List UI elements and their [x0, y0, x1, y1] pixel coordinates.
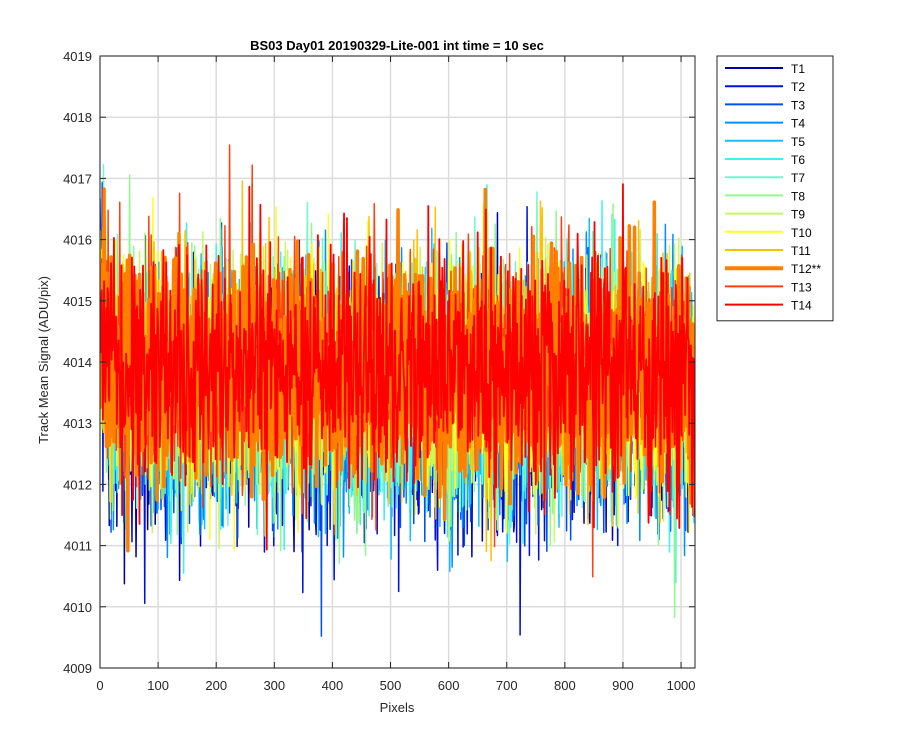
plot-area: 0 100 200 300 400 500 600 700 800 900 1000 4009 401… — [63, 49, 695, 693]
series-lines — [100, 144, 695, 637]
y-tick-label: 4018 — [63, 110, 92, 125]
y-tick-label: 4010 — [63, 600, 92, 615]
chart-title: BS03 Day01 20190329-Lite-001 int time = … — [250, 38, 544, 53]
legend-label: T2 — [791, 80, 805, 94]
legend-label: T3 — [791, 98, 805, 112]
legend-label: T9 — [791, 208, 805, 222]
y-tick-label: 4019 — [63, 49, 92, 64]
y-axis-label: Track Mean Signal (ADU/pix) — [36, 276, 51, 444]
y-tick-label: 4015 — [63, 294, 92, 309]
legend-entries: T1 T2 T3 T4 T5 T6 T7 T8 T9 T10 T11 T12** T13 T14 — [725, 62, 821, 313]
y-tick-label: 4013 — [63, 416, 92, 431]
legend-box — [716, 55, 834, 322]
legend-label: T10 — [791, 226, 812, 240]
y-tick-label: 4017 — [63, 171, 92, 186]
y-tick-labels: 4009 4010 4011 4012 4013 4014 4015 4016 4017 4018… — [63, 49, 92, 676]
y-tick-label: 4009 — [63, 661, 92, 676]
x-tick-label: 800 — [554, 678, 576, 693]
legend-label: T1 — [791, 62, 805, 76]
legend-label: T13 — [791, 280, 812, 294]
x-tick-label: 700 — [496, 678, 518, 693]
axis-ticks — [99, 55, 695, 669]
legend-label: T5 — [791, 135, 805, 149]
x-tick-label: 400 — [322, 678, 344, 693]
legend-label: T11 — [791, 244, 811, 258]
series-line-t14 — [100, 183, 695, 551]
x-tick-label: 1000 — [667, 678, 696, 693]
x-tick-label: 100 — [147, 678, 169, 693]
legend-label: T14 — [791, 299, 812, 313]
x-axis-label: Pixels — [380, 700, 415, 715]
legend-label: T6 — [791, 153, 805, 167]
x-tick-label: 200 — [205, 678, 227, 693]
x-tick-label: 600 — [438, 678, 460, 693]
legend-label: T8 — [791, 189, 805, 203]
legend-label: T4 — [791, 117, 805, 131]
x-tick-label: 0 — [96, 678, 103, 693]
legend: T1 T2 T3 T4 T5 T6 T7 T8 T9 T10 T11 T12** T13 T14 — [716, 55, 834, 322]
x-tick-label: 900 — [612, 678, 634, 693]
y-tick-label: 4012 — [63, 477, 92, 492]
legend-label: T7 — [791, 171, 805, 185]
y-tick-label: 4014 — [63, 355, 92, 370]
x-tick-labels: 0 100 200 300 400 500 600 700 800 900 1000 — [96, 678, 695, 693]
y-tick-label: 4016 — [63, 233, 92, 248]
x-tick-label: 300 — [263, 678, 285, 693]
legend-label: T12** — [791, 262, 821, 276]
y-tick-label: 4011 — [64, 539, 92, 554]
x-tick-label: 500 — [380, 678, 402, 693]
